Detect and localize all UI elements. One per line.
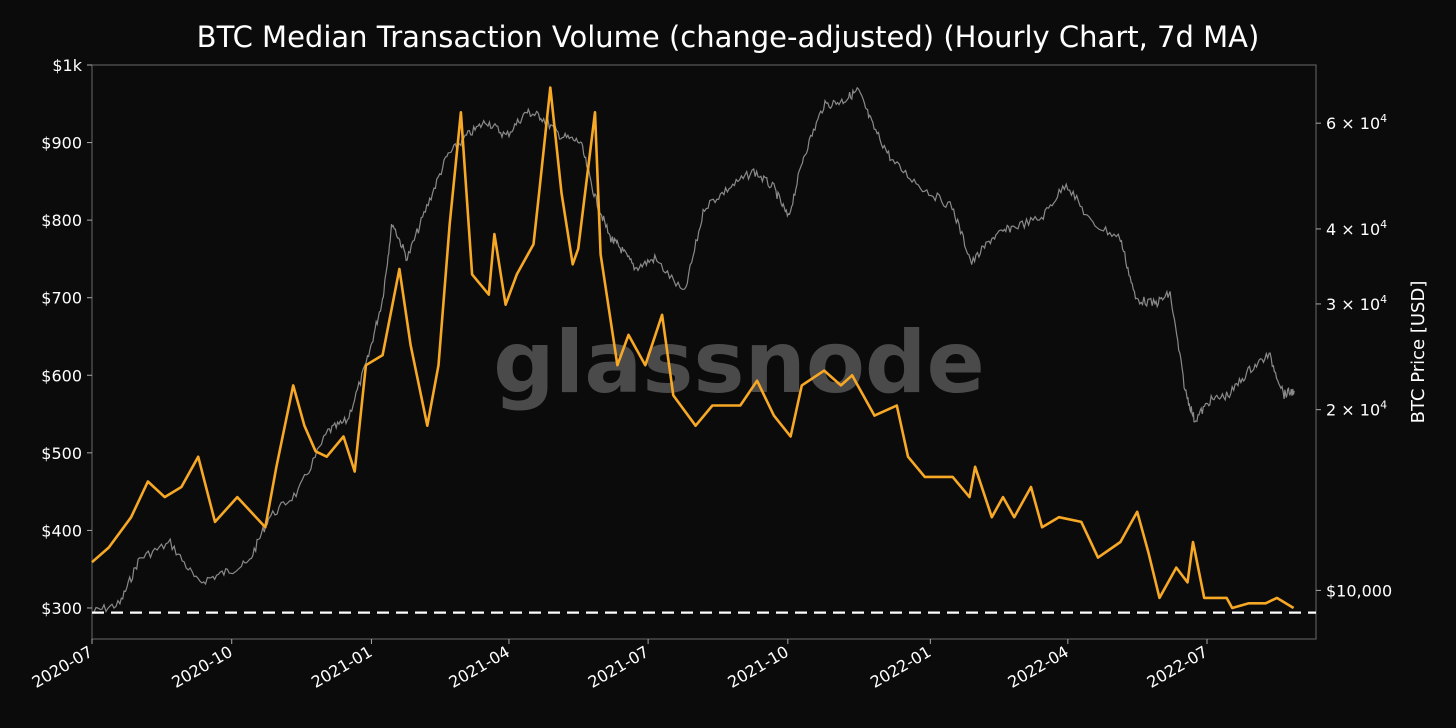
left-axis-tick-label: $700 <box>41 289 82 308</box>
tick-exponent: 4 <box>1380 112 1387 125</box>
tick-exponent: 4 <box>1380 399 1387 412</box>
x-axis-tick-label: 2020-07 <box>29 642 96 692</box>
right-axis-tick-label: 2 × 104 <box>1326 399 1387 420</box>
x-axis-tick-label: 2021-04 <box>446 642 513 692</box>
left-axis-tick-label: $900 <box>41 134 82 153</box>
median-volume-line <box>91 86 1295 610</box>
watermark-logo: glassnode <box>493 313 985 413</box>
right-axis-tick-label: $10,000 <box>1326 581 1392 600</box>
left-axis-tick-label: $1k <box>52 56 82 75</box>
btc-price-line <box>92 86 1295 613</box>
left-axis-tick-label: $800 <box>41 211 82 230</box>
right-axis-label: BTC Price [USD] <box>1408 281 1429 424</box>
left-axis-tick-label: $500 <box>41 444 82 463</box>
left-axis-tick-label: $400 <box>41 521 82 540</box>
right-axis-tick-label: 3 × 104 <box>1326 293 1387 314</box>
plot-area <box>91 64 1317 640</box>
x-axis-tick-label: 2022-07 <box>1144 642 1211 692</box>
left-axis-tick-label: $300 <box>41 599 82 618</box>
tick-exponent: 4 <box>1380 218 1387 231</box>
x-axis-tick-label: 2020-10 <box>168 642 235 692</box>
right-axis-tick-label: 4 × 104 <box>1326 218 1387 239</box>
x-axis-tick-label: 2022-01 <box>867 642 934 692</box>
x-axis-tick-label: 2021-01 <box>308 642 375 692</box>
right-axis-tick-label: 6 × 104 <box>1326 112 1387 133</box>
left-axis-tick-label: $600 <box>41 366 82 385</box>
chart-title: BTC Median Transaction Volume (change-ad… <box>196 20 1260 54</box>
x-axis-tick-label: 2021-10 <box>724 642 791 692</box>
tick-exponent: 4 <box>1380 293 1387 306</box>
x-axis-tick-label: 2022-04 <box>1004 642 1071 692</box>
x-axis-tick-label: 2021-07 <box>585 642 652 692</box>
